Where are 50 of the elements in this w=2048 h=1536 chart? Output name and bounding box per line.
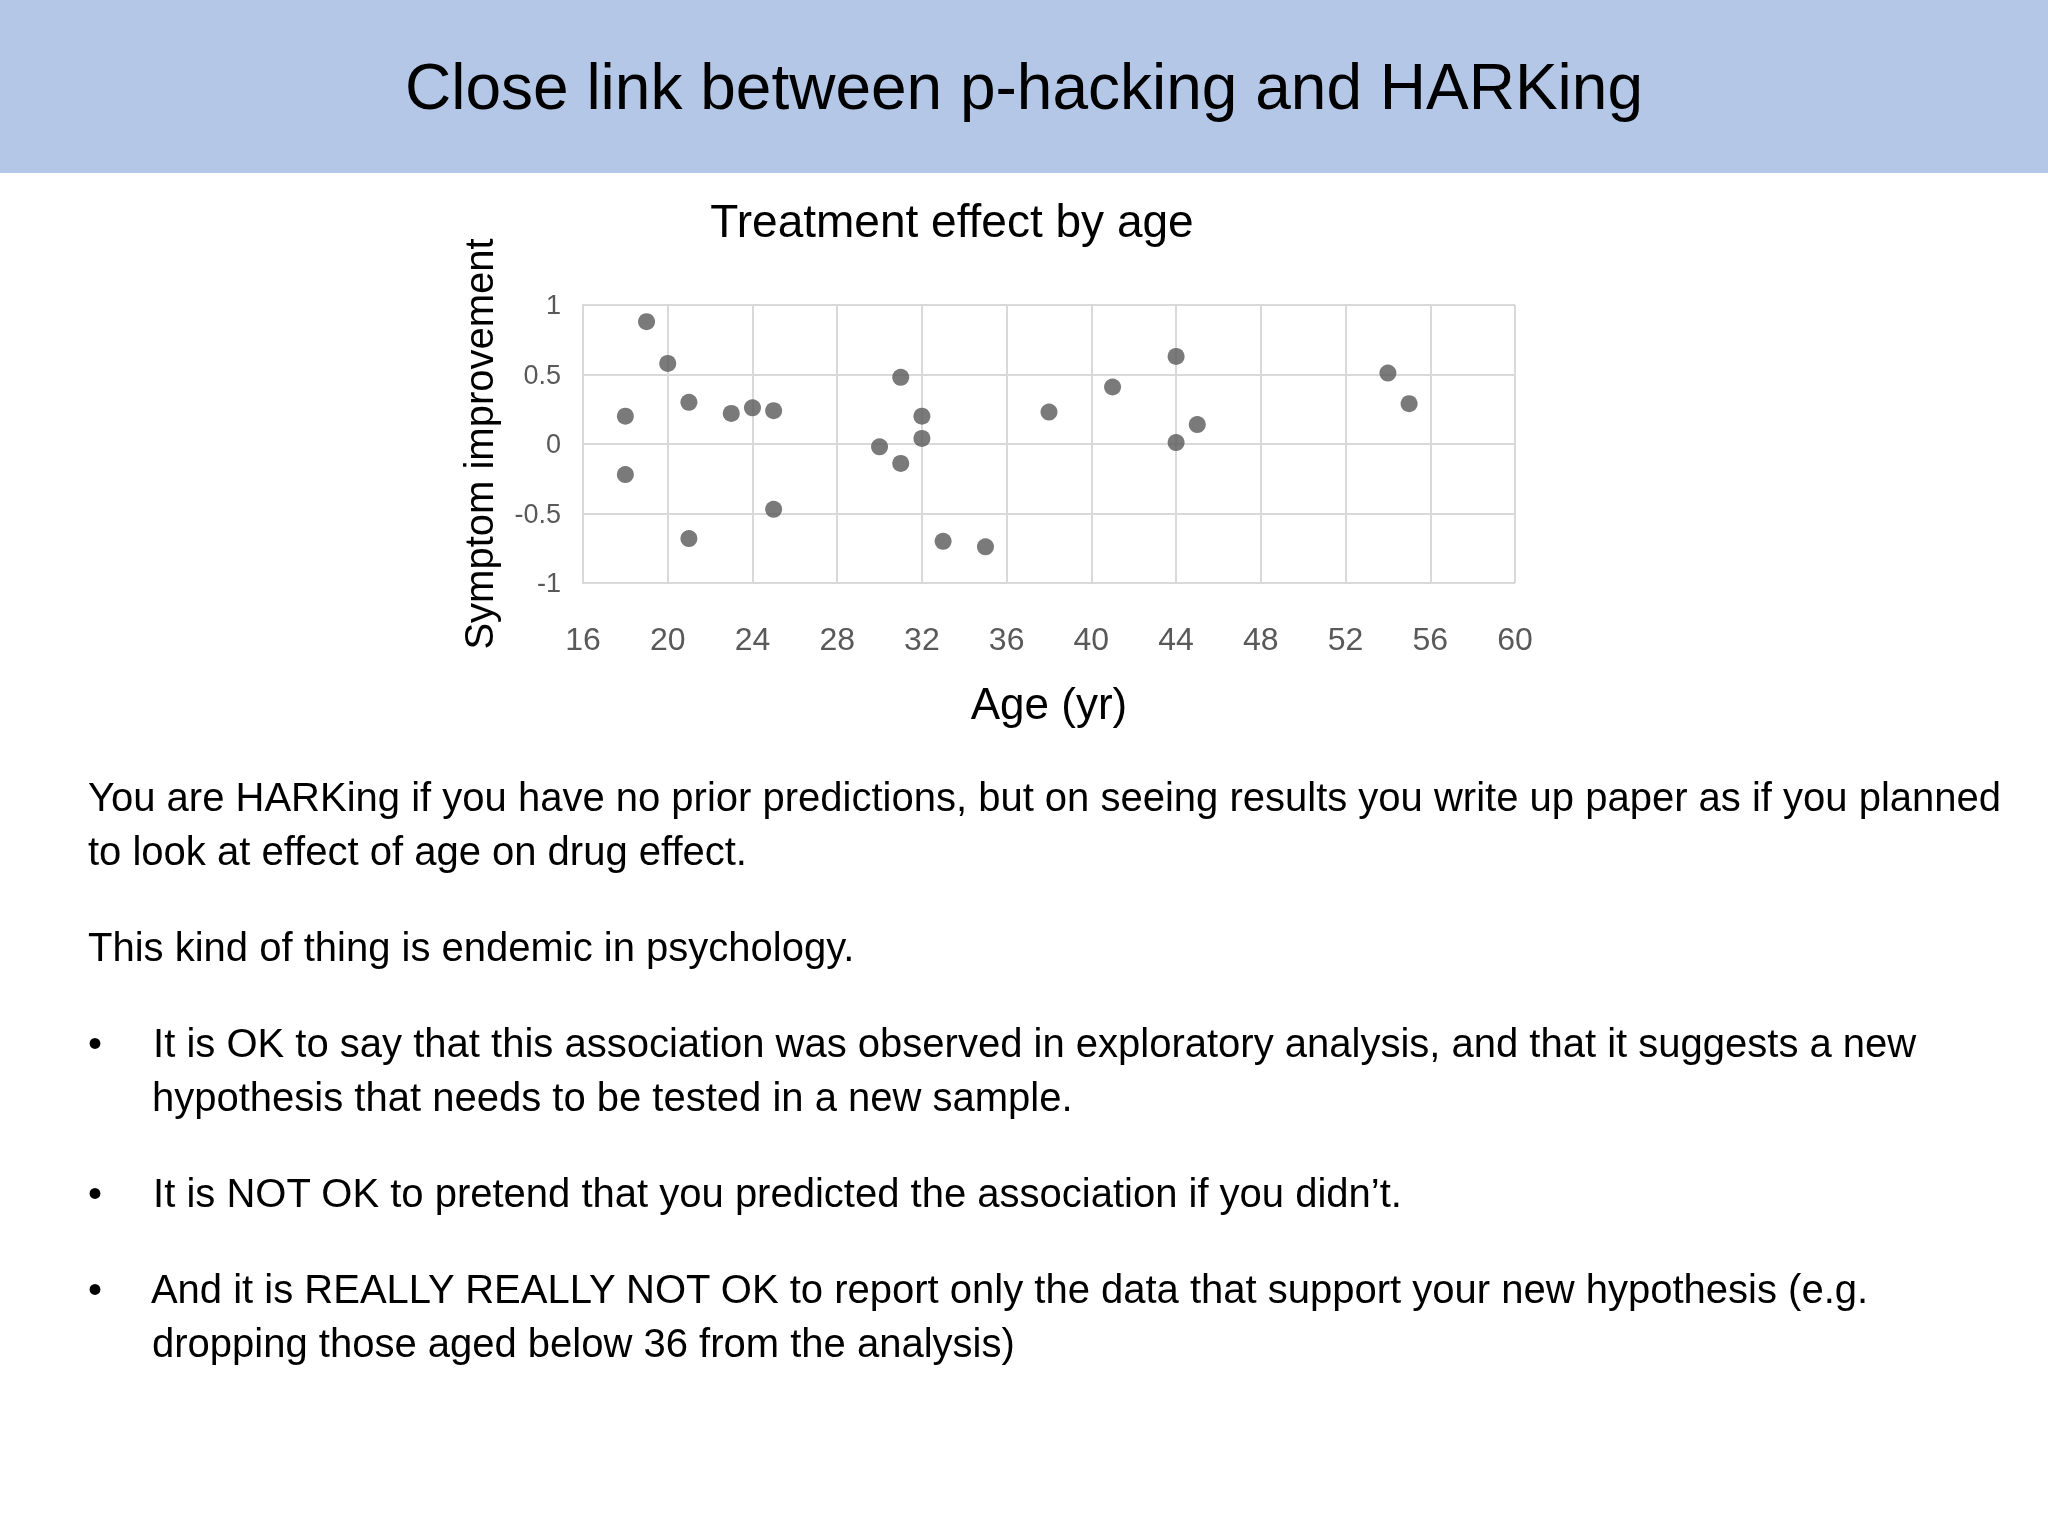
- chart-title: Close link between p-hacking and HARKing: [404, 49, 1644, 124]
- x-tick-label: 48: [1243, 621, 1279, 657]
- point: [913, 407, 931, 425]
- y-axis-title: Symptom improvement: [457, 238, 501, 650]
- x-tick-label: 24: [734, 621, 771, 657]
- y-tick-label: 1: [545, 290, 561, 320]
- x-tick-label: 44: [1158, 621, 1194, 657]
- text: You are HARKing if you have no prior predictions, but on seeing results you write up paper as if you planned to look at effect of age on drug effect.: [88, 775, 2002, 873]
- point: [871, 438, 889, 456]
- point: [722, 404, 740, 422]
- text: • And it is REALLY REALLY NOT OK to report only the data that support your new hypothesis (e.g. dropping those aged below 36 from the analysis): [88, 1267, 1870, 1365]
- point: [1400, 395, 1418, 413]
- point: [1104, 378, 1122, 396]
- point: [765, 402, 783, 420]
- point: [1379, 364, 1397, 382]
- x-tick-label: 16: [565, 621, 601, 657]
- text: • It is NOT OK to pretend that you predicted the association if you didn’t.: [88, 1171, 1402, 1215]
- x-tick-label: 36: [988, 621, 1025, 657]
- x-tick-label: 20: [649, 621, 686, 657]
- point: [1188, 416, 1206, 434]
- x-axis-title: Age (yr): [970, 678, 1128, 728]
- point: [616, 407, 634, 425]
- point: [616, 466, 634, 484]
- y-tick-label: 0.5: [523, 359, 561, 390]
- point: [892, 368, 910, 386]
- point: [913, 429, 931, 447]
- x-tick-label: 60: [1497, 621, 1533, 657]
- point: [1167, 434, 1185, 452]
- y-tick-label: -0.5: [514, 498, 561, 529]
- point: [680, 530, 698, 548]
- x-tick-label: 40: [1073, 621, 1110, 657]
- point: [934, 532, 952, 550]
- point: [743, 399, 761, 417]
- x-tick-label: 56: [1412, 621, 1449, 657]
- y-tick-label: 0: [545, 429, 561, 459]
- point: [1167, 347, 1185, 365]
- chart-subtitle: Treatment effect by age: [710, 195, 1194, 247]
- point: [976, 538, 994, 556]
- point: [638, 313, 656, 331]
- point: [1040, 403, 1058, 421]
- y-tick-label: -1: [536, 568, 561, 598]
- x-tick-label: 32: [904, 621, 940, 657]
- x-tick-label: 52: [1327, 621, 1364, 657]
- text: • It is OK to say that this association was observed in exploratory analysis, and that it suggests a new hypothesis that needs to be tested in a new sample.: [88, 1021, 1918, 1119]
- text: This kind of thing is endemic in psychology.: [88, 925, 855, 969]
- point: [659, 354, 677, 372]
- x-tick-label: 28: [819, 621, 855, 657]
- point: [680, 393, 698, 411]
- point: [892, 454, 910, 472]
- point: [765, 500, 783, 518]
